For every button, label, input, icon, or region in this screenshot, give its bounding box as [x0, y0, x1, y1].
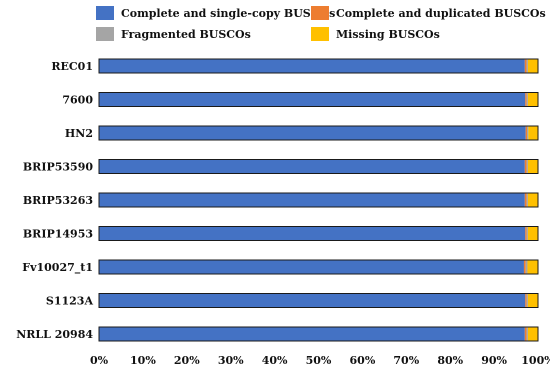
legend-label-duplicated: Complete and duplicated BUSCOs	[336, 6, 546, 20]
legend-item-duplicated: Complete and duplicated BUSCOs	[311, 6, 546, 20]
y-tick-label-brip53590: BRIP53590	[23, 161, 93, 174]
bar-s1123a-series-3	[526, 293, 528, 308]
y-tick-label-7600: 7600	[62, 94, 93, 107]
bar-outline-rec01	[98, 58, 539, 74]
bar-7600-series-3	[526, 92, 528, 107]
x-tick-label-4: 40%	[262, 354, 288, 367]
bar-hn2-series-3	[527, 126, 529, 140]
bar-rec01-series-3	[526, 59, 528, 73]
legend-swatch-single-copy	[96, 6, 114, 20]
bar-brip14953-series-2	[525, 226, 527, 241]
bar-brip14953-series-4	[527, 226, 538, 241]
legend-label-missing: Missing BUSCOs	[336, 27, 440, 41]
x-tick-label-3: 30%	[218, 354, 244, 367]
bar-rec01-series-2	[524, 59, 527, 73]
legend-swatch-duplicated	[311, 6, 329, 20]
y-tick-label-brip14953: BRIP14953	[23, 228, 93, 241]
bar-brip14953-series-3	[526, 226, 528, 241]
bar-nrll-20984-series-4	[527, 327, 538, 341]
bar-7600-series-2	[525, 92, 527, 107]
bar-fv10027-t1-series-2	[523, 260, 526, 274]
x-tick-label-7: 70%	[393, 354, 419, 367]
bar-nrll-20984-series-1	[99, 327, 525, 341]
bar-outline-brip53263	[98, 192, 539, 208]
x-tick-label-9: 90%	[481, 354, 507, 367]
y-tick-label-hn2: HN2	[65, 127, 93, 140]
x-tick-label-1: 10%	[130, 354, 156, 367]
bar-outline-s1123a	[98, 293, 539, 308]
legend-item-single-copy: Complete and single-copy BUSCOs	[96, 6, 335, 20]
y-tick-label-fv10027-t1: Fv10027_t1	[22, 261, 93, 275]
bar-7600-series-1	[99, 92, 526, 107]
y-tick-label-rec01: REC01	[51, 60, 93, 73]
bar-outline-fv10027-t1	[98, 259, 539, 275]
x-tick-label-10: 100%	[521, 354, 550, 367]
y-tick-label-nrll-20984: NRLL 20984	[16, 328, 93, 341]
y-tick-label-s1123a: S1123A	[46, 295, 94, 308]
legend-swatch-fragmented	[96, 27, 114, 41]
x-tick-label-8: 80%	[437, 354, 463, 367]
bar-fv10027-t1-series-1	[99, 260, 524, 274]
bar-brip53263-series-3	[526, 193, 528, 207]
legend-item-fragmented: Fragmented BUSCOs	[96, 27, 251, 41]
bar-fv10027-t1-series-4	[527, 260, 538, 274]
bar-s1123a-series-4	[527, 293, 538, 308]
bar-brip53263-series-2	[524, 193, 527, 207]
bar-brip53590-series-3	[526, 159, 528, 174]
bar-s1123a-series-2	[525, 293, 527, 308]
x-tick-label-6: 60%	[350, 354, 376, 367]
bar-brip53263-series-4	[527, 193, 538, 207]
bar-fv10027-t1-series-3	[525, 260, 528, 274]
bar-hn2-series-4	[528, 126, 538, 140]
bar-nrll-20984-series-2	[524, 327, 527, 341]
legend-swatch-missing	[311, 27, 329, 41]
x-tick-label-5: 50%	[306, 354, 332, 367]
bar-hn2-series-2	[525, 126, 528, 140]
legend-label-fragmented: Fragmented BUSCOs	[121, 27, 251, 41]
bar-brip53590-series-4	[527, 159, 538, 174]
bar-hn2-series-1	[99, 126, 526, 140]
bar-brip14953-series-1	[99, 226, 526, 241]
bar-rec01-series-1	[99, 59, 525, 73]
bar-rec01-series-4	[527, 59, 538, 73]
bar-7600-series-4	[527, 92, 538, 107]
bar-brip53263-series-1	[99, 193, 525, 207]
legend-item-missing: Missing BUSCOs	[311, 27, 440, 41]
bar-outline-hn2	[98, 125, 539, 141]
x-tick-label-0: 0%	[90, 354, 109, 367]
x-tick-label-2: 20%	[174, 354, 200, 367]
bar-brip53590-series-2	[524, 159, 527, 174]
bar-outline-brip53590	[98, 159, 539, 174]
bar-s1123a-series-1	[99, 293, 526, 308]
bar-nrll-20984-series-3	[526, 327, 528, 341]
legend-label-single-copy: Complete and single-copy BUSCOs	[121, 6, 336, 20]
bar-brip53590-series-1	[99, 159, 525, 174]
y-tick-label-brip53263: BRIP53263	[23, 194, 93, 207]
bar-outline-brip14953	[98, 226, 539, 241]
bar-outline-7600	[98, 92, 539, 107]
bar-outline-nrll-20984	[98, 326, 539, 342]
